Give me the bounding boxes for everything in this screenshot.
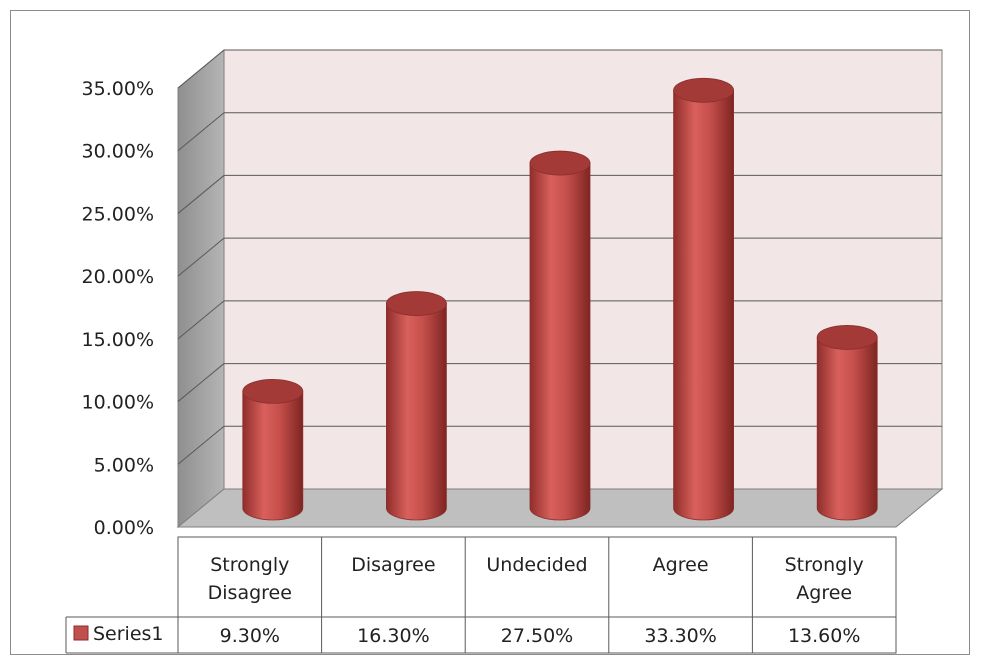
bar-body — [816, 337, 878, 521]
bar-top — [385, 291, 447, 316]
category-label: Strongly — [210, 554, 289, 576]
bar — [816, 325, 878, 521]
bar-body — [386, 303, 447, 521]
legend-swatch — [73, 625, 89, 641]
bar — [242, 378, 304, 521]
bar-top — [673, 77, 734, 103]
side-wall — [177, 48, 225, 529]
bar — [529, 150, 591, 521]
y-tick-label: 10.00% — [82, 392, 154, 414]
value-label: 16.30% — [357, 625, 429, 647]
y-tick-label: 35.00% — [82, 78, 154, 100]
category-label: Disagree — [208, 582, 292, 604]
gridline-side — [177, 175, 225, 214]
category-label: Agree — [796, 582, 852, 604]
category-label: Agree — [653, 554, 709, 576]
gridline-side — [177, 363, 225, 402]
bar-body — [529, 162, 591, 521]
bar-body — [673, 89, 734, 521]
value-label: 33.30% — [644, 625, 716, 647]
y-tick-label: 5.00% — [94, 454, 154, 476]
y-tick-label: 25.00% — [82, 203, 154, 225]
value-label: 13.60% — [788, 625, 860, 647]
chart-frame: 0.00% 5.00% 10.00% 15.00% 20.00% 25.00% 30.00%… — [10, 10, 970, 655]
bar-top — [529, 150, 591, 176]
bar-body — [242, 390, 304, 521]
gridline-side — [177, 112, 225, 152]
chart-plot: 0.00% 5.00% 10.00% 15.00% 20.00% 25.00% 30.00%… — [65, 48, 944, 654]
value-label: 27.50% — [501, 625, 573, 647]
category-label: Undecided — [486, 554, 587, 576]
gridline-side — [177, 300, 225, 340]
bar — [673, 77, 734, 521]
bar-top — [816, 325, 878, 350]
value-label: 9.30% — [220, 625, 280, 647]
y-tick-label: 20.00% — [82, 266, 154, 288]
data-table — [177, 536, 897, 654]
bar — [385, 291, 447, 521]
y-tick-label: 15.00% — [82, 329, 154, 351]
gridline-side — [177, 425, 225, 465]
gridline-side — [177, 49, 225, 89]
bar-top — [242, 378, 304, 404]
category-label: Disagree — [351, 554, 435, 576]
y-tick-label: 0.00% — [94, 517, 154, 539]
gridline-side — [177, 237, 225, 277]
category-label: Strongly — [785, 554, 864, 576]
legend-label: Series1 — [93, 623, 164, 645]
y-tick-label: 30.00% — [82, 141, 154, 163]
